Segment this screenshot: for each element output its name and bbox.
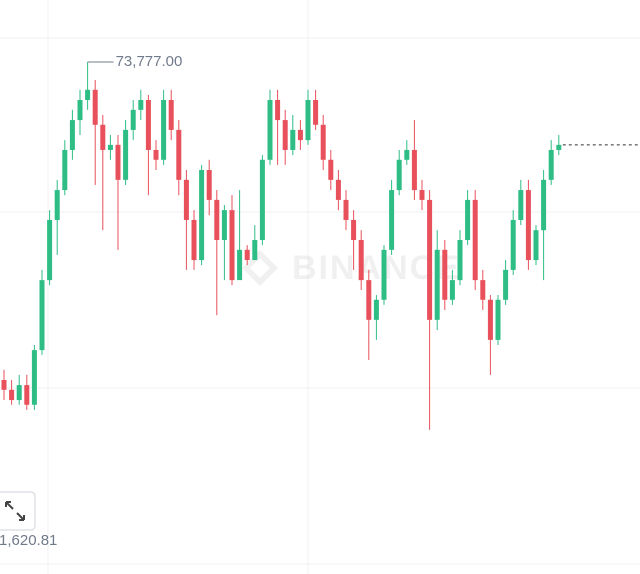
candle-body (366, 280, 372, 320)
candle-body (411, 149, 417, 191)
candle-body (69, 120, 75, 150)
candle-body (77, 100, 83, 121)
candle-body (404, 149, 410, 160)
candle-body (244, 249, 250, 261)
candle-body (351, 219, 357, 241)
candle-body (358, 240, 364, 281)
candle-body (252, 240, 258, 261)
candle-body (62, 149, 68, 191)
candle-body (259, 159, 265, 241)
candle-body (449, 280, 455, 300)
candle-body (525, 190, 531, 261)
candle-body (487, 299, 493, 340)
candle-body (168, 100, 174, 130)
candle-body (548, 149, 554, 180)
high-label: 73,777.00 (116, 53, 183, 70)
candle-body (100, 124, 106, 150)
candle-body (39, 280, 45, 351)
candle-body (434, 249, 440, 320)
expand-button[interactable] (0, 491, 36, 531)
candle-body (9, 389, 15, 401)
candle-body (373, 299, 379, 320)
candle-body (206, 170, 212, 200)
candle-body (381, 249, 387, 300)
candle-body (115, 144, 121, 180)
candle-body (54, 190, 60, 220)
candle-body (24, 385, 30, 405)
candle-body (123, 129, 129, 180)
candle-body (396, 159, 402, 191)
candle-body (153, 149, 159, 160)
candle-body (313, 100, 319, 125)
candle-body (305, 100, 311, 141)
candle-body (541, 179, 547, 231)
candle-body (161, 100, 167, 160)
candle-body (503, 269, 509, 300)
candle-body (343, 199, 349, 220)
candle-body (176, 129, 182, 180)
candle-body (214, 199, 220, 241)
low-label: 1,620.81 (0, 532, 57, 549)
candle-body (130, 109, 136, 130)
watermark-logo (242, 250, 278, 286)
candle-body (47, 219, 53, 281)
candles (1, 62, 562, 430)
candle-body (472, 199, 478, 281)
candle-body (145, 100, 151, 150)
candle-body (290, 129, 296, 150)
candle-body (85, 89, 91, 101)
candle-body (237, 249, 243, 281)
candle-body (1, 379, 7, 390)
candle-body (442, 249, 448, 300)
candle-body (191, 219, 197, 261)
candle-body (495, 299, 501, 340)
candle-body (480, 280, 486, 300)
candle-body (556, 144, 562, 150)
candle-body (267, 100, 273, 160)
candle-body (328, 159, 334, 180)
candle-body (31, 350, 37, 405)
candle-body (389, 190, 395, 250)
candle-body (183, 179, 189, 220)
candle-body (107, 144, 113, 150)
candle-body (533, 230, 539, 261)
candle-body (320, 124, 326, 160)
candle-body (518, 190, 524, 220)
candle-body (419, 190, 425, 200)
candle-body (457, 240, 463, 281)
candle-body (510, 219, 516, 270)
candle-body (221, 210, 227, 241)
candle-body (16, 385, 22, 401)
candle-body (199, 170, 205, 261)
candle-body (229, 210, 235, 281)
candle-body (427, 199, 433, 320)
candle-body (335, 179, 341, 200)
candle-body (92, 89, 98, 125)
candle-body (297, 129, 303, 141)
candle-body (275, 100, 281, 121)
candle-body (465, 199, 471, 241)
candle-body (138, 100, 144, 110)
expand-icon (5, 501, 25, 521)
candle-body (282, 120, 288, 150)
